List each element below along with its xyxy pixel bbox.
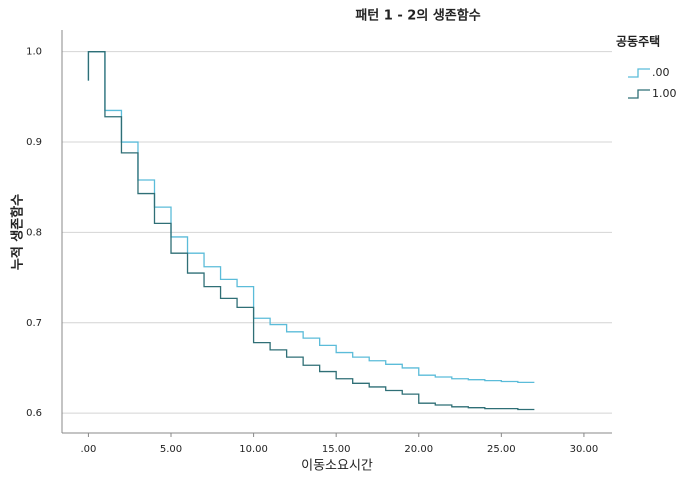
y-tick-label: 0.6 (26, 408, 42, 419)
legend-label: 1.00 (652, 87, 677, 100)
x-tick-label: 5.00 (160, 444, 182, 455)
x-tick-label: .00 (80, 444, 96, 455)
legend-title: 공동주택 (616, 34, 660, 49)
y-tick-label: 1.0 (26, 47, 42, 58)
x-axis-label: 이동소요시간 (301, 459, 373, 474)
legend-swatch (628, 89, 650, 99)
legend-swatch (628, 68, 650, 78)
series-line (87, 51, 535, 384)
y-tick-label: 0.9 (26, 137, 42, 148)
chart-title: 패턴 1 - 2의 생존함수 (355, 8, 480, 24)
legend-label: .00 (652, 66, 670, 79)
y-tick-label: 0.7 (26, 318, 42, 329)
x-tick-label: 30.00 (570, 444, 599, 455)
x-tick-label: 10.00 (239, 444, 268, 455)
x-tick-label: 20.00 (404, 444, 433, 455)
y-tick-label: 0.8 (26, 227, 42, 238)
x-tick-label: 15.00 (322, 444, 351, 455)
series-line (87, 51, 535, 411)
y-axis-label: 누적 생존함수 (10, 194, 26, 270)
x-tick-label: 25.00 (487, 444, 516, 455)
